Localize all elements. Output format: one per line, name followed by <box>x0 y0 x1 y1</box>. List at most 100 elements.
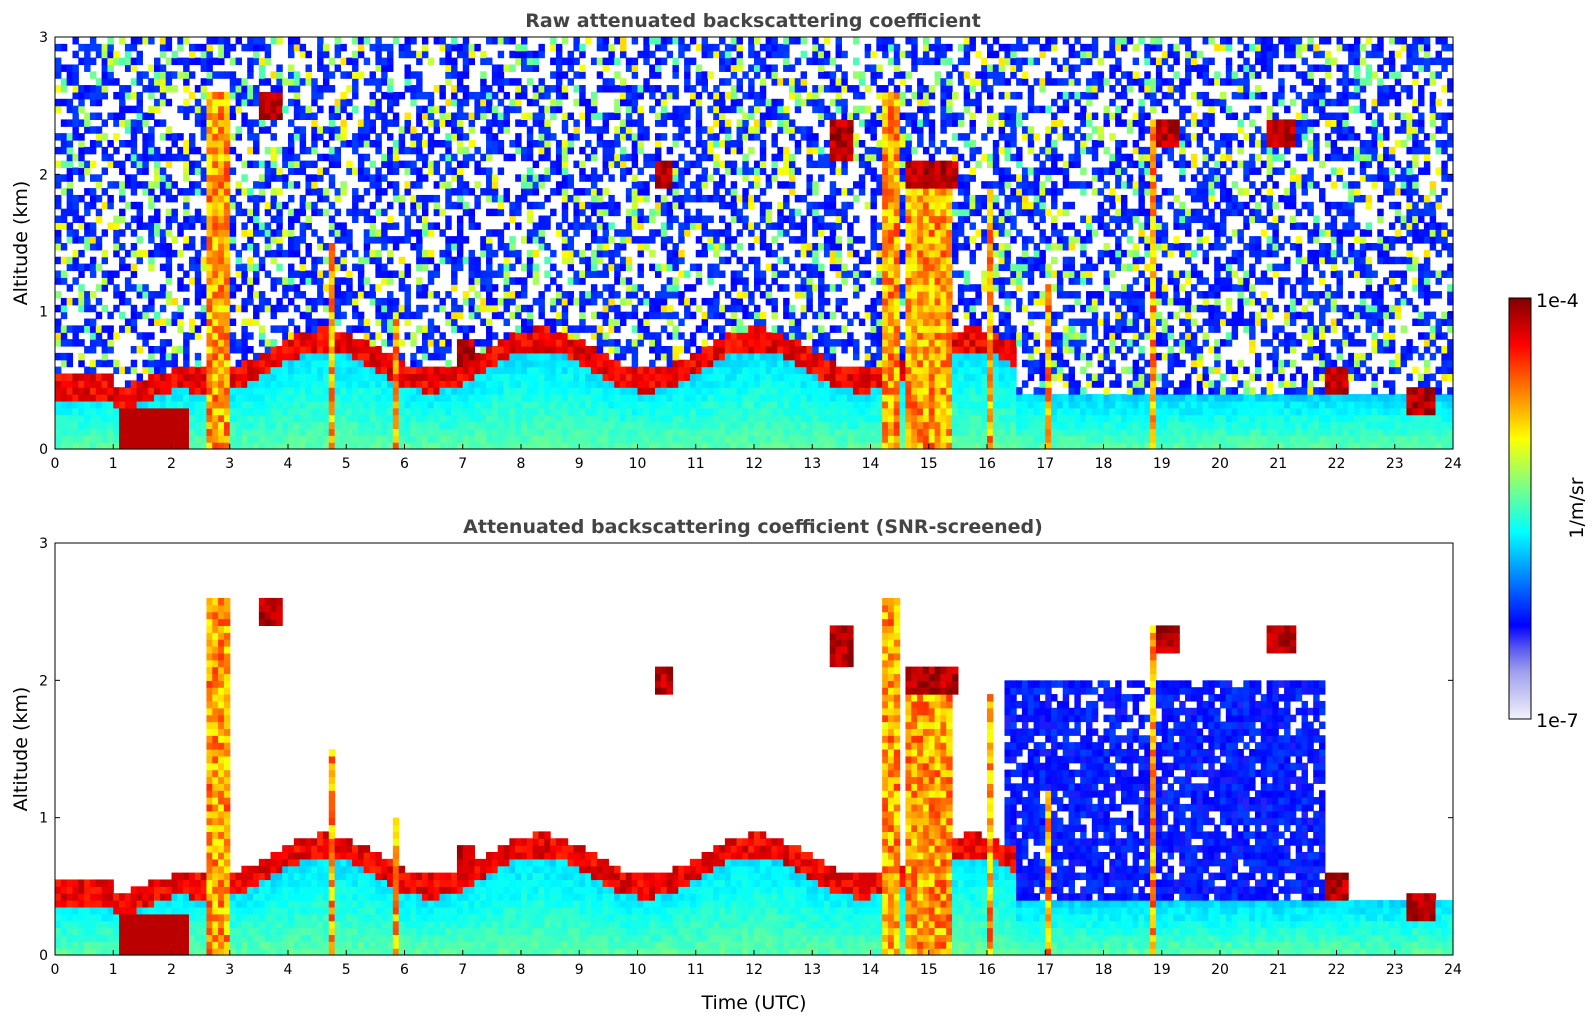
heatmap-cell <box>416 284 422 291</box>
heatmap-cell <box>422 387 428 394</box>
heatmap-cell <box>556 442 562 449</box>
heatmap-cell <box>154 229 160 236</box>
heatmap-cell <box>352 373 358 380</box>
heatmap-cell <box>311 92 317 99</box>
heatmap-cell <box>416 373 422 380</box>
heatmap-cell <box>422 305 428 312</box>
heatmap-cell <box>492 78 498 85</box>
heatmap-cell <box>375 428 381 435</box>
heatmap-cell <box>731 339 737 346</box>
heatmap-cell <box>352 209 358 216</box>
heatmap-cell <box>119 195 125 202</box>
heatmap-cell <box>212 339 218 346</box>
heatmap-cell <box>620 92 626 99</box>
heatmap-cell <box>678 202 684 209</box>
heatmap-cell <box>265 360 271 367</box>
heatmap-cell <box>381 401 387 408</box>
heatmap-cell <box>177 442 183 449</box>
heatmap-cell <box>154 250 160 257</box>
figure: Raw attenuated backscattering coefficien… <box>0 0 1595 1020</box>
heatmap-cell <box>451 113 457 120</box>
heatmap-cell <box>638 92 644 99</box>
heatmap-cell <box>346 346 352 353</box>
heatmap-cell <box>614 387 620 394</box>
heatmap-cell <box>294 394 300 401</box>
heatmap-cell <box>405 270 411 277</box>
heatmap-cell <box>649 408 655 415</box>
heatmap-cell <box>405 222 411 229</box>
heatmap-cell <box>206 195 212 202</box>
heatmap-cell <box>183 167 189 174</box>
heatmap-cell <box>102 119 108 126</box>
heatmap-cell <box>672 174 678 181</box>
heatmap-cell <box>96 140 102 147</box>
heatmap-cell <box>486 174 492 181</box>
heatmap-cell <box>591 401 597 408</box>
heatmap-cell <box>533 174 539 181</box>
heatmap-cell <box>638 428 644 435</box>
heatmap-cell <box>352 58 358 65</box>
heatmap-cell <box>655 147 661 154</box>
heatmap-cell <box>125 44 131 51</box>
heatmap-cell <box>632 428 638 435</box>
heatmap-cell <box>335 188 341 195</box>
heatmap-cell <box>678 167 684 174</box>
heatmap-cell <box>305 415 311 422</box>
heatmap-cell <box>527 319 533 326</box>
heatmap-cell <box>61 85 67 92</box>
heatmap-cell <box>195 44 201 51</box>
heatmap-cell <box>265 367 271 374</box>
heatmap-cell <box>189 243 195 250</box>
heatmap-cell <box>294 305 300 312</box>
heatmap-cell <box>311 277 317 284</box>
heatmap-cell <box>655 37 661 44</box>
heatmap-cell <box>760 360 766 367</box>
heatmap-cell <box>259 161 265 168</box>
heatmap-cell <box>754 51 760 58</box>
heatmap-cell <box>323 339 329 346</box>
heatmap-cell <box>224 202 230 209</box>
heatmap-cell <box>247 37 253 44</box>
heatmap-cell <box>201 167 207 174</box>
heatmap-cell <box>335 394 341 401</box>
heatmap-cell <box>544 133 550 140</box>
heatmap-cell <box>538 140 544 147</box>
heatmap-cell <box>55 442 61 449</box>
heatmap-cell <box>416 92 422 99</box>
heatmap-cell <box>672 360 678 367</box>
heatmap-cell <box>731 216 737 223</box>
heatmap-cell <box>766 387 772 394</box>
heatmap-cell <box>78 387 84 394</box>
heatmap-cell <box>766 367 772 374</box>
heatmap-cell <box>346 373 352 380</box>
heatmap-cell <box>632 216 638 223</box>
heatmap-cell <box>469 387 475 394</box>
heatmap-cell <box>201 394 207 401</box>
heatmap-cell <box>90 126 96 133</box>
heatmap-cell <box>282 277 288 284</box>
heatmap-cell <box>562 373 568 380</box>
heatmap-cell <box>410 195 416 202</box>
heatmap-cell <box>474 270 480 277</box>
heatmap-cell <box>655 408 661 415</box>
heatmap-cell <box>544 373 550 380</box>
heatmap-cell <box>573 119 579 126</box>
heatmap-cell <box>760 154 766 161</box>
heatmap-cell <box>335 195 341 202</box>
heatmap-cell <box>259 257 265 264</box>
heatmap-cell <box>300 126 306 133</box>
heatmap-cell <box>393 367 399 374</box>
heatmap-cell <box>439 250 445 257</box>
heatmap-cell <box>486 99 492 106</box>
heatmap-cell <box>172 422 178 429</box>
heatmap-cell <box>626 284 632 291</box>
heatmap-cell <box>393 408 399 415</box>
heatmap-cell <box>405 229 411 236</box>
heatmap-cell <box>96 325 102 332</box>
heatmap-cell <box>754 387 760 394</box>
heatmap-cell <box>626 428 632 435</box>
heatmap-cell <box>323 373 329 380</box>
heatmap-cell <box>422 209 428 216</box>
heatmap-cell <box>72 257 78 264</box>
heatmap-cell <box>183 209 189 216</box>
